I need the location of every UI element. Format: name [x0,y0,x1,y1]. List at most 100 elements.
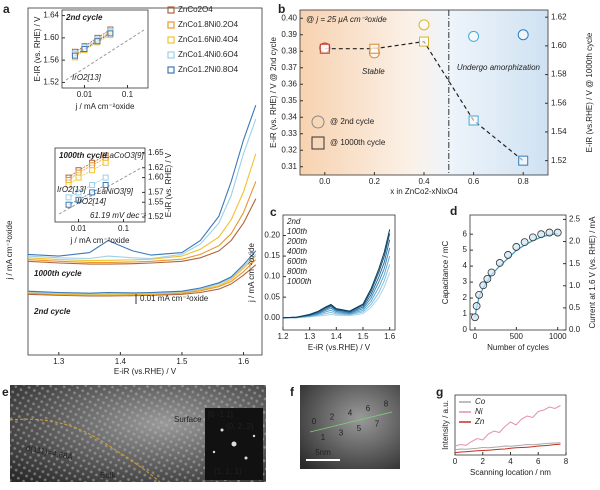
data-point [471,313,479,322]
x-axis-label: Scanning location / nm [470,468,551,477]
profile-line [454,442,561,451]
scan-point-label: 1 [321,433,326,442]
fft-spot [231,441,237,447]
data-point [102,174,109,181]
x-axis-label: j / mA cm⁻²oxide [70,236,130,245]
plot-frame [282,214,396,331]
scale-label: 5nm [315,448,331,457]
cv-curve-1000th [27,181,257,263]
y-tick-label: 1.52 [43,78,59,87]
plot-frame [469,214,567,331]
y-tick-label: 0.39 [281,30,297,39]
data-point [65,182,72,188]
y-axis-label: E-iR (vs. RHE) / V [164,152,173,217]
cv-curve-2nd [27,255,257,296]
data-point [468,115,479,126]
y-tick-label: 1.62 [148,163,164,172]
legend-label: Ni [475,407,483,416]
x-tick-label: 0.1 [122,90,134,99]
legend-label: Co [475,397,486,406]
y-axis-label: Capacitance / mC [441,240,450,304]
y-axis-label: E-IR (vs. RHE) / V [33,16,42,82]
scan-point-label: 0 [312,417,317,426]
legend-marker [167,51,175,59]
scan-point-label: 4 [348,408,353,417]
data-point [75,174,82,181]
annotation: LaNiO3[9] [97,187,134,196]
legend-label: @ 2nd cycle [330,117,375,126]
y-tick-label: 0 [463,325,468,334]
x-tick-label: 1.6 [238,357,250,366]
y-tick-label: 0.00 [264,313,280,322]
profile-line [454,405,561,447]
y-tick-label: 1.56 [43,55,59,64]
scan-point-label: 7 [375,420,380,429]
y-tick-label: 1 [463,309,468,318]
data-point [472,302,481,310]
legend-label: Zn [474,417,485,426]
data-point [75,169,82,176]
data-point [487,268,496,277]
y-tick-label: 1.57 [148,188,164,197]
y-tick-label: 0.33 [281,129,297,138]
data-point [102,182,109,188]
x-tick-label: 0.0 [319,177,331,186]
cv-curve-1000th [27,118,257,260]
y-tick-label: 0.20 [264,231,280,240]
x-tick-label: 1.3 [53,357,65,366]
data-point [517,29,529,41]
y-tick-label: 5 [463,245,468,254]
y-tick-label: 0.31 [281,162,297,171]
reference-line [58,167,142,215]
panel-label: f [290,385,295,399]
annotation: IrO2[13] [72,73,102,82]
data-point [319,43,330,54]
image-label: (0, 2, 2) [226,422,254,431]
profile-line [454,443,561,454]
x-tick-label: 0 [453,457,458,466]
guide-line [68,184,106,206]
data-point [81,46,88,52]
cv-curve-2nd [27,259,257,296]
annotation: 0.01 mA cm⁻²oxide [140,294,209,303]
y2-tick-label: 1.56 [551,98,567,107]
x-axis-label: x in ZnCo2-xNixO4 [390,187,458,196]
data-point [528,233,537,242]
legend-label: 800th [287,267,308,276]
cv-curve-2nd [27,254,257,295]
x-tick-label: 0.4 [418,177,430,186]
y2-tick-label: 1.0 [569,281,581,290]
guide-line [74,33,111,57]
y-tick-label: 2 [463,293,468,302]
y2-tick-label: 0.0 [569,325,581,334]
x-tick-label: 1.2 [277,332,289,341]
data-point [468,30,480,42]
cv-curve-1000th [27,153,257,262]
y-tick-label: 4 [463,261,468,270]
y-tick-label: 0.35 [281,96,297,105]
legend-label: ZnCo2O4 [178,5,213,14]
cv-curve-2nd [27,264,257,297]
x-tick-label: 0.6 [468,177,480,186]
scan-point-label: 2 [330,413,335,422]
x-tick-label: 1.6 [384,332,396,341]
data-point [520,238,529,247]
y-tick-label: 0.34 [281,112,297,121]
panel-label: c [270,205,277,219]
data-point [483,274,492,283]
data-point [495,259,504,267]
fft-spot [252,434,256,438]
x-tick-label: 8 [564,457,569,466]
legend-label: ZnCo1.6Ni0.4O4 [178,35,239,44]
legend-marker [311,136,325,150]
image-label: (1, 1, 1) [214,467,242,476]
panel-label: d [450,204,457,218]
guide-line [74,29,111,53]
cv-curve-1000th [27,198,257,265]
y2-tick-label: 1.52 [551,156,567,165]
fft-spot [244,456,248,460]
data-point [89,162,96,169]
panel-label: a [3,2,10,16]
y-tick-label: 1.60 [148,173,164,182]
x-tick-label: 0.2 [369,177,381,186]
